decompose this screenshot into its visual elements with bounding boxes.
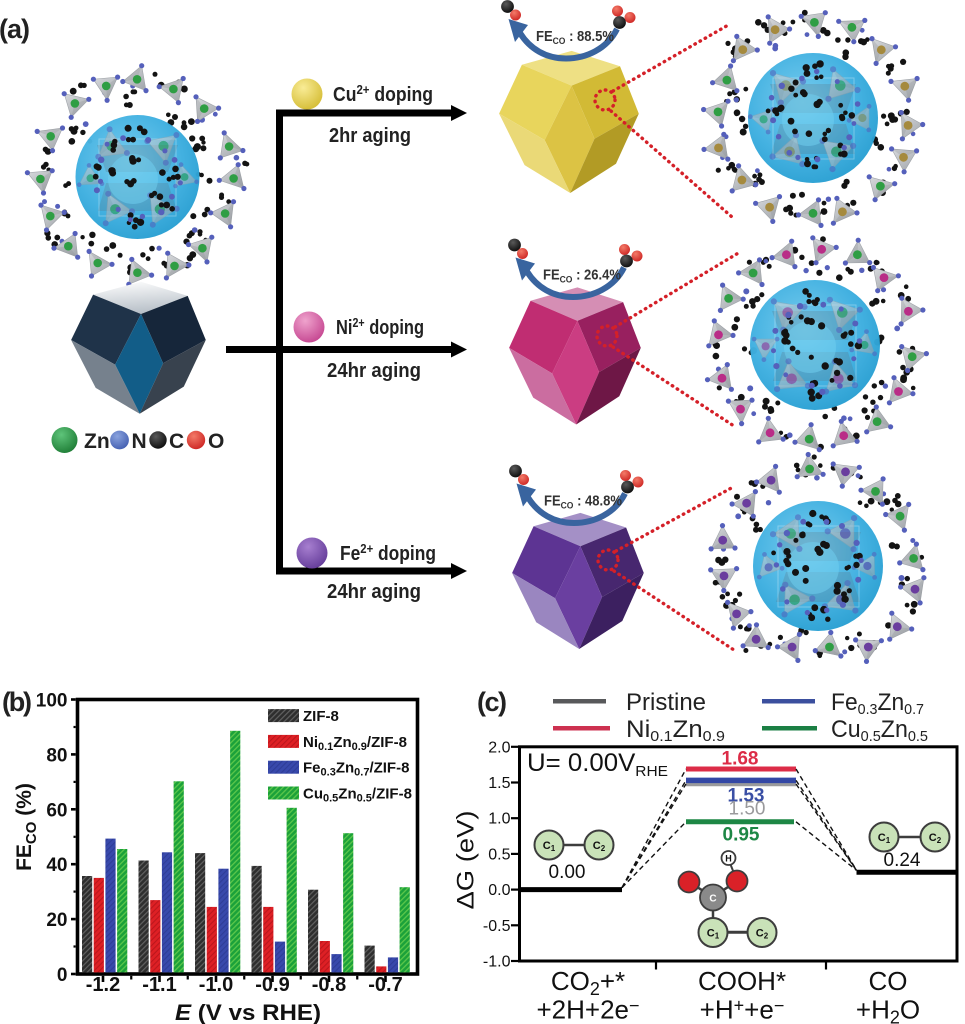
svg-text:-0.7: -0.7 (368, 974, 402, 996)
svg-text:FECO : 48.8%: FECO : 48.8% (544, 494, 622, 512)
svg-text:(a): (a) (0, 14, 30, 44)
svg-text:-1.0: -1.0 (199, 974, 233, 996)
svg-text:+2H+2e−: +2H+2e− (536, 995, 639, 1024)
svg-text:ZIF-8: ZIF-8 (303, 708, 339, 725)
svg-text:FECO (%): FECO (%) (13, 783, 40, 871)
svg-text:Pristine: Pristine (626, 689, 706, 716)
svg-text:(b): (b) (2, 687, 32, 717)
svg-text:C1: C1 (707, 928, 720, 941)
svg-text:C2: C2 (929, 832, 942, 845)
svg-text:ΔG (eV): ΔG (eV) (453, 811, 480, 910)
svg-text:Ni2+ doping: Ni2+ doping (336, 315, 424, 339)
svg-text:Fe2+ doping: Fe2+ doping (340, 541, 436, 565)
svg-text:40: 40 (46, 855, 67, 876)
svg-text:0.0: 0.0 (488, 882, 510, 899)
svg-text:H: H (725, 854, 732, 864)
svg-text:C1: C1 (543, 840, 556, 853)
svg-text:1.53: 1.53 (728, 786, 765, 807)
svg-text:C2: C2 (756, 928, 769, 941)
svg-text:Cu2+ doping: Cu2+ doping (333, 82, 433, 106)
svg-text:C2: C2 (593, 840, 606, 853)
svg-text:-0.8: -0.8 (312, 974, 346, 996)
svg-text:100: 100 (36, 691, 68, 712)
svg-text:Zn: Zn (84, 430, 110, 453)
svg-text:24hr aging: 24hr aging (327, 581, 421, 603)
svg-text:FECO : 26.4%: FECO : 26.4% (543, 268, 621, 286)
svg-text:C: C (709, 894, 716, 905)
svg-text:1.5: 1.5 (488, 775, 510, 792)
svg-text:-1.0: -1.0 (483, 954, 511, 971)
svg-text:FECO : 88.5%: FECO : 88.5% (536, 29, 614, 47)
svg-text:N: N (132, 430, 147, 453)
svg-text:O: O (208, 430, 224, 453)
svg-text:(c): (c) (477, 687, 507, 717)
svg-text:1.50: 1.50 (729, 799, 766, 820)
svg-text:24hr aging: 24hr aging (327, 360, 421, 382)
svg-text:2.0: 2.0 (488, 739, 510, 756)
svg-text:-0.5: -0.5 (483, 918, 511, 935)
svg-text:0.95: 0.95 (723, 825, 760, 846)
svg-text:1.0: 1.0 (488, 811, 510, 828)
svg-text:COOH*: COOH* (698, 966, 786, 996)
svg-text:0.24: 0.24 (884, 850, 921, 871)
svg-text:-1.1: -1.1 (142, 974, 176, 996)
svg-text:C: C (169, 430, 184, 453)
svg-text:0: 0 (57, 965, 68, 986)
svg-text:2hr aging: 2hr aging (329, 125, 411, 147)
svg-text:80: 80 (46, 745, 67, 766)
svg-text:20: 20 (46, 910, 67, 931)
svg-text:0.00: 0.00 (549, 862, 586, 883)
svg-text:1.68: 1.68 (722, 749, 759, 770)
svg-text:-1.2: -1.2 (86, 974, 120, 996)
svg-text:Ni0.1Zn0.9/ZIF-8: Ni0.1Zn0.9/ZIF-8 (303, 734, 407, 753)
svg-text:E (V vs RHE): E (V vs RHE) (175, 1000, 321, 1024)
svg-text:CO: CO (869, 966, 908, 996)
svg-text:C1: C1 (878, 832, 891, 845)
svg-text:60: 60 (46, 800, 67, 821)
svg-text:+H2O: +H2O (856, 995, 920, 1024)
svg-text:-0.9: -0.9 (255, 974, 289, 996)
svg-text:0.5: 0.5 (488, 846, 510, 863)
svg-text:CO2+*: CO2+* (551, 966, 625, 999)
